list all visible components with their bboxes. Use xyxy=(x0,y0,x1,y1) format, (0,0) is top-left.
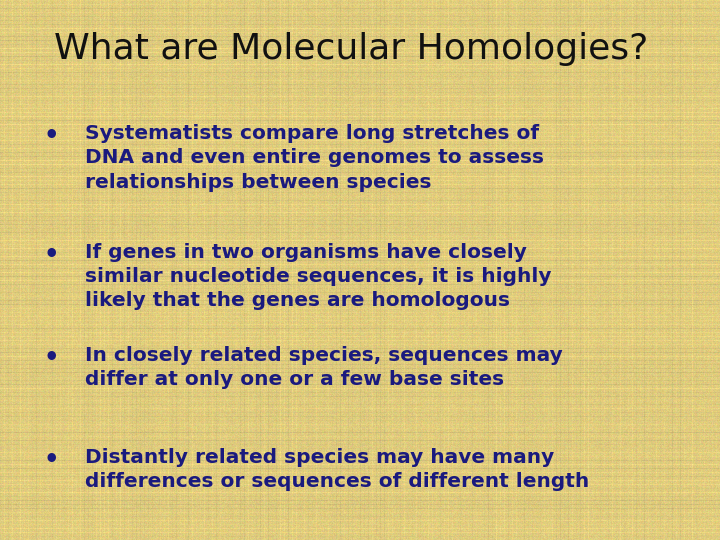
Text: Distantly related species may have many
differences or sequences of different le: Distantly related species may have many … xyxy=(85,448,589,491)
Text: •: • xyxy=(43,124,59,148)
Text: If genes in two organisms have closely
similar nucleotide sequences, it is highl: If genes in two organisms have closely s… xyxy=(85,243,552,310)
Text: Systematists compare long stretches of
DNA and even entire genomes to assess
rel: Systematists compare long stretches of D… xyxy=(85,124,544,192)
Text: •: • xyxy=(43,346,59,369)
Text: •: • xyxy=(43,243,59,267)
Text: •: • xyxy=(43,448,59,472)
Text: What are Molecular Homologies?: What are Molecular Homologies? xyxy=(54,32,648,66)
Text: In closely related species, sequences may
differ at only one or a few base sites: In closely related species, sequences ma… xyxy=(85,346,563,389)
